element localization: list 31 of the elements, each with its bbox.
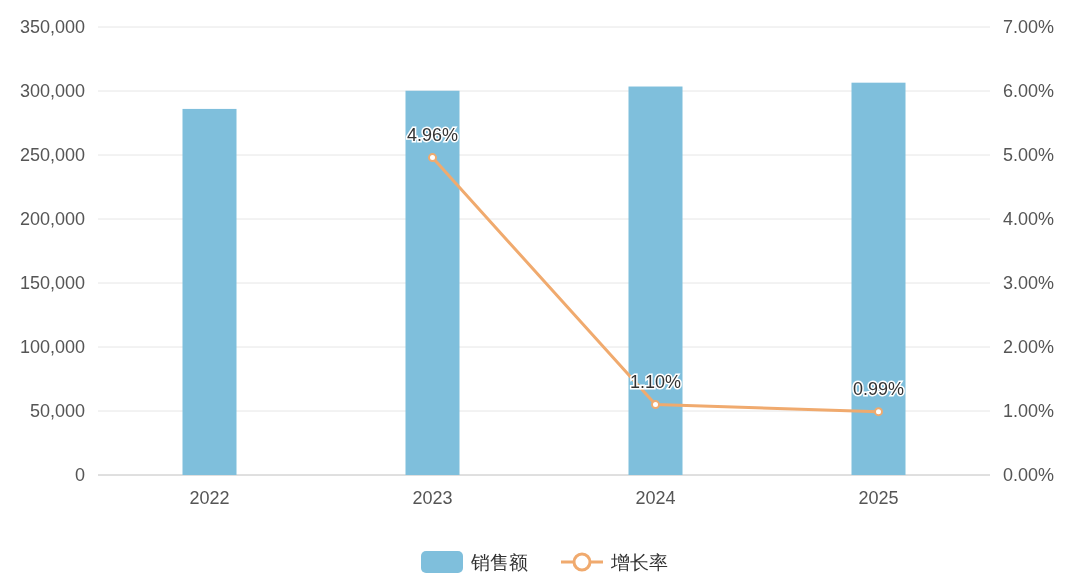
x-tick-label: 2024 <box>635 488 676 508</box>
x-tick-label: 2023 <box>412 488 453 508</box>
legend-label: 销售额 <box>470 552 528 573</box>
y2-tick-label: 3.00% <box>1003 273 1055 293</box>
data-label: 4.96% <box>406 124 459 145</box>
x-tick-label: 2022 <box>189 488 230 508</box>
y2-tick-label: 6.00% <box>1003 81 1055 101</box>
bar <box>851 82 906 475</box>
y-tick-label: 250,000 <box>19 145 85 165</box>
y-tick-label: 0 <box>74 465 85 485</box>
y-tick-label: 50,000 <box>29 401 85 421</box>
y2-tick-label: 7.00% <box>1003 17 1055 37</box>
legend-label: 增长率 <box>610 552 668 573</box>
y-tick-label: 300,000 <box>19 81 85 101</box>
y2-tick-label: 2.00% <box>1003 337 1055 357</box>
y-tick-label: 350,000 <box>19 17 85 37</box>
point <box>874 407 883 417</box>
x-tick-label: 2025 <box>858 488 899 508</box>
point <box>651 400 660 410</box>
y-tick-label: 150,000 <box>19 273 85 293</box>
y-tick-label: 100,000 <box>19 337 85 357</box>
y2-tick-label: 5.00% <box>1003 145 1055 165</box>
bar <box>405 90 460 475</box>
bar <box>182 108 237 475</box>
y2-tick-label: 1.00% <box>1003 401 1055 421</box>
y2-tick-label: 0.00% <box>1003 465 1055 485</box>
point <box>428 153 437 163</box>
bar <box>628 86 683 475</box>
data-label: 0.99% <box>852 378 905 399</box>
y2-tick-label: 4.00% <box>1003 209 1055 229</box>
y-tick-label: 200,000 <box>19 209 85 229</box>
